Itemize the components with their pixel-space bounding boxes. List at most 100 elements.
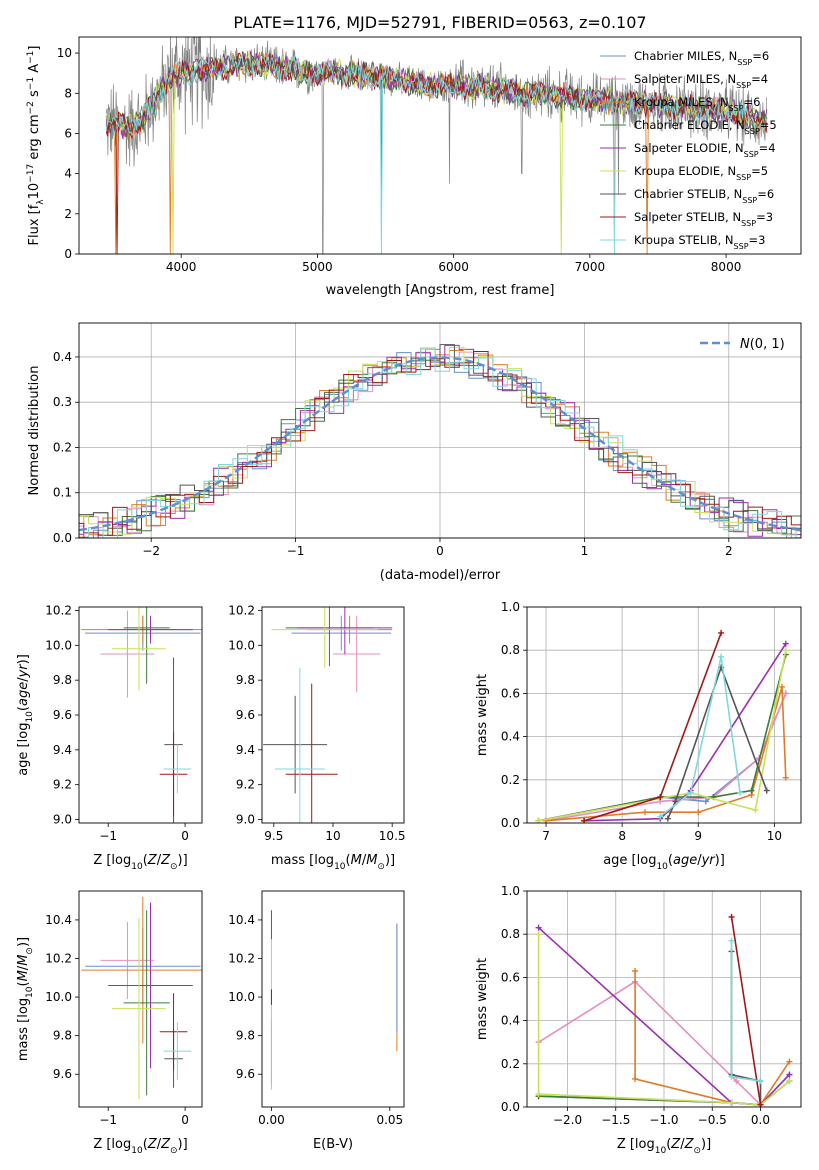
legend-text: =4: [759, 141, 776, 155]
label-part: λ: [36, 199, 46, 205]
label-part: (: [346, 853, 351, 868]
legend-text: Salpeter MILES, N: [634, 72, 736, 86]
residual-histogram-6: [79, 344, 801, 538]
weight-marker: [728, 1099, 735, 1106]
y-tick-label: 10.2: [228, 603, 255, 617]
plot-body: [527, 607, 801, 823]
weight-marker: [786, 1071, 793, 1078]
plot-body: [81, 607, 202, 823]
legend-text: Kroupa STELIB, N: [634, 233, 734, 247]
weight-marker: [752, 807, 759, 814]
x-tick-label: −1.0: [649, 1113, 678, 1127]
label-part: A: [27, 64, 42, 77]
label-part: (: [143, 853, 148, 868]
legend-text: N: [740, 337, 750, 352]
label-part: (: [16, 981, 31, 986]
residual-histogram-2: [79, 347, 801, 538]
legend-text: Salpeter STELIB, N: [634, 210, 741, 224]
legend-text: Chabrier MILES, N: [634, 49, 737, 63]
panel-weight-vs-z: −2.0 −1.5 −1.0 −0.5 0.0 0.0 0.2 0.4 0.6 0.8 1.0 Z […: [475, 884, 802, 1156]
legend-label: Chabrier STELIB, NSSP=6: [634, 187, 774, 205]
label-part: mass [log: [271, 853, 334, 868]
panel-mass-vs-ebv: 0.00 0.05 9.6 9.8 10.0 10.2 10.4 E(B-V): [228, 890, 405, 1152]
plot-body: [263, 607, 393, 823]
plot-body: [79, 323, 801, 538]
weight-marker: [718, 629, 725, 636]
label-part: ⊙: [25, 947, 35, 955]
legend-text: =3: [756, 210, 773, 224]
y-tick-label: 2: [64, 207, 72, 221]
x-tick-label: −1: [99, 1113, 117, 1127]
label-part: age: [16, 682, 31, 706]
y-tick-label: 0.0: [501, 816, 520, 830]
label-part: yr: [701, 853, 717, 868]
weight-line-7: [730, 916, 762, 1105]
label-part: M: [351, 853, 362, 868]
residual-histogram-1: [79, 351, 801, 538]
label-part: /: [680, 1137, 685, 1152]
plot-body: [81, 896, 202, 1100]
weight-marker: [786, 1078, 793, 1085]
axes-frame: [78, 890, 203, 1108]
x-axis-label: Z [log10(Z/Z⊙)]: [93, 1137, 187, 1156]
weight-line-6: [667, 665, 768, 820]
y-tick-label: 9.0: [236, 813, 255, 827]
weight-marker: [778, 683, 785, 690]
weight-line-1: [538, 980, 762, 1106]
x-tick-label: −1: [99, 829, 117, 843]
y-tick-label: 0.4: [501, 1014, 520, 1028]
y-tick-label: 6: [64, 126, 72, 140]
y-tick-label: 10.4: [45, 913, 72, 927]
legend-text: =5: [760, 118, 777, 132]
x-axis-label: age [log10(age/yr)]: [603, 853, 725, 872]
label-part: age [log: [16, 723, 31, 776]
label-part: )]: [178, 1137, 188, 1152]
label-part: −2: [26, 101, 36, 114]
weight-line-2: [545, 686, 787, 822]
weight-marker: [718, 653, 725, 660]
legend-sub: SSP: [737, 58, 752, 67]
label-part: Z [log: [93, 853, 131, 868]
y-axis-label: mass weight: [475, 674, 490, 756]
x-tick-label: 0: [181, 1113, 189, 1127]
x-tick-label: 7000: [575, 260, 606, 274]
legend-label: Salpeter MILES, NSSP=4: [634, 72, 768, 90]
legend-label: Chabrier MILES, NSSP=6: [634, 49, 769, 67]
axes-frame: [78, 36, 802, 255]
legend-text: =6: [744, 95, 761, 109]
weight-marker: [664, 815, 671, 822]
x-axis-label: Z [log10(Z/Z⊙)]: [617, 1137, 711, 1156]
legend-sub: SSP: [742, 196, 757, 205]
label-part: 10: [656, 862, 668, 872]
weight-marker: [657, 813, 664, 820]
legend-label: Kroupa MILES, NSSP=6: [634, 95, 760, 113]
label-part: ⊙: [377, 862, 385, 872]
figure-title: PLATE=1176, MJD=52791, FIBERID=0563, z=0…: [233, 13, 646, 32]
y-tick-label: 0.3: [53, 395, 72, 409]
y-tick-label: 0.0: [53, 531, 72, 545]
y-tick-label: 0.2: [53, 440, 72, 454]
x-tick-label: 6000: [438, 260, 469, 274]
x-tick-label: 9.5: [264, 829, 283, 843]
panel-spectrum: 4000 5000 6000 7000 8000 0 2 4 6 8 10 wavelength [A…: [26, 36, 802, 298]
weight-marker: [632, 1075, 639, 1082]
legend-text: Kroupa MILES, N: [634, 95, 729, 109]
label-part: ⊙: [170, 1146, 178, 1156]
x-tick-label: 8: [618, 829, 626, 843]
label-part: /: [697, 853, 702, 868]
legend-text: =6: [757, 187, 774, 201]
weight-marker: [782, 647, 789, 654]
legend-text: Salpeter ELODIE, N: [634, 141, 744, 155]
y-tick-label: 0: [64, 247, 72, 261]
y-tick-label: 10.2: [228, 952, 255, 966]
x-tick-label: 7: [542, 829, 550, 843]
weight-marker: [733, 1078, 740, 1085]
label-part: (: [143, 1137, 148, 1152]
label-part: yr: [16, 663, 31, 679]
x-tick-label: −1: [287, 544, 305, 558]
y-axis-label: mass weight: [475, 958, 490, 1040]
label-part: age: [673, 853, 697, 868]
